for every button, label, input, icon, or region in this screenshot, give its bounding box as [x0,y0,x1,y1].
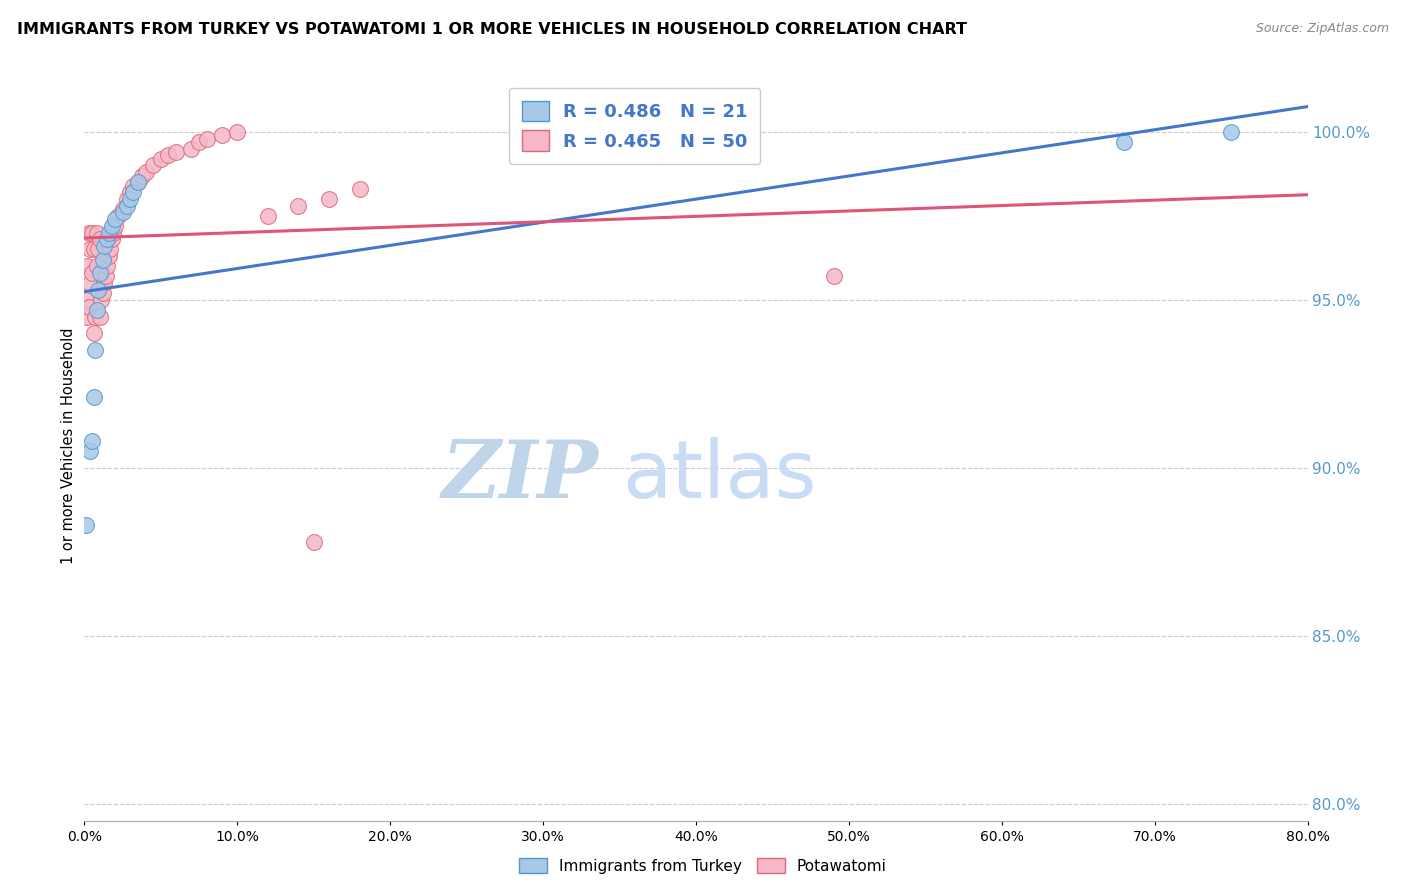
Point [1220,125,1243,139]
Point [91,286,114,301]
Point [111,202,134,216]
Point [104,212,127,227]
Point [120,186,142,200]
Point [149,152,172,166]
Point [115,199,138,213]
Point [107,209,129,223]
Text: ZIP: ZIP [441,437,598,515]
Point [89,266,111,280]
Point [98,243,121,257]
Point [79,444,101,458]
Point [94,269,117,284]
Point [84,310,107,324]
Point [91,252,114,267]
Point [75,293,97,307]
Point [103,226,125,240]
Point [165,145,187,159]
Point [1114,135,1136,149]
Point [111,205,134,219]
Point [75,518,97,533]
Point [86,226,108,240]
Point [89,232,111,246]
Point [90,293,112,307]
Point [127,175,149,189]
Legend: R = 0.486   N = 21, R = 0.465   N = 50: R = 0.486 N = 21, R = 0.465 N = 50 [509,88,761,164]
Point [157,148,180,162]
Point [131,169,153,183]
Point [211,128,233,143]
Point [83,390,105,404]
Point [80,434,103,448]
Point [188,135,211,149]
Point [226,125,249,139]
Point [86,302,108,317]
Point [257,209,280,223]
Point [127,175,149,189]
Text: atlas: atlas [623,437,817,515]
Point [115,192,138,206]
Point [79,243,101,257]
Point [83,243,105,257]
Point [318,192,340,206]
Point [77,300,100,314]
Point [80,266,103,280]
Text: Source: ZipAtlas.com: Source: ZipAtlas.com [1256,22,1389,36]
Point [195,131,218,145]
Legend: Immigrants from Turkey, Potawatomi: Immigrants from Turkey, Potawatomi [513,852,893,880]
Point [287,199,309,213]
Point [97,226,120,240]
Point [101,232,124,246]
Y-axis label: 1 or more Vehicles in Household: 1 or more Vehicles in Household [60,327,76,565]
Point [96,232,118,246]
Point [135,165,157,179]
Point [122,186,145,200]
Point [80,226,103,240]
Point [122,178,145,193]
Point [120,192,142,206]
Point [96,259,118,273]
Point [93,276,115,290]
Text: IMMIGRANTS FROM TURKEY VS POTAWATOMI 1 OR MORE VEHICLES IN HOUSEHOLD CORRELATION: IMMIGRANTS FROM TURKEY VS POTAWATOMI 1 O… [17,22,967,37]
Point [93,239,115,253]
Point [97,249,120,263]
Point [101,219,124,233]
Point [349,182,371,196]
Point [180,142,202,156]
Point [84,343,107,358]
Point [89,310,111,324]
Point [87,283,110,297]
Point [823,269,845,284]
Point [87,243,110,257]
Point [104,219,127,233]
Point [77,226,100,240]
Point [142,158,165,172]
Point [86,259,108,273]
Point [76,310,98,324]
Point [83,326,105,341]
Point [302,534,325,549]
Point [79,276,101,290]
Point [76,259,98,273]
